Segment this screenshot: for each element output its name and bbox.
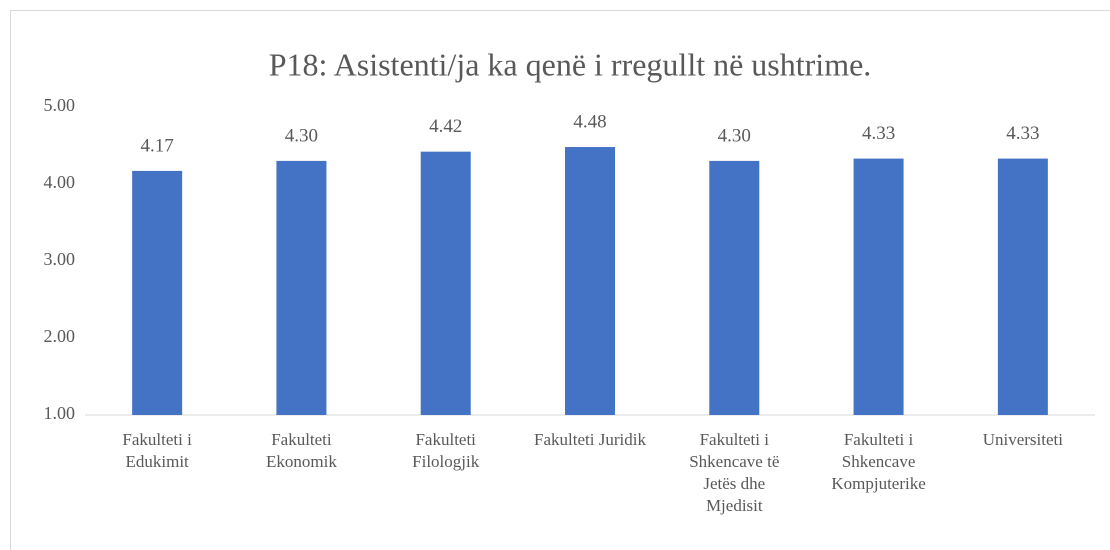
bar	[132, 170, 183, 415]
y-tick-label: 5.00	[44, 95, 76, 115]
value-label: 4.30	[285, 125, 318, 146]
bar	[276, 160, 327, 415]
y-tick-label: 1.00	[44, 403, 76, 423]
y-tick-label: 3.00	[44, 249, 76, 269]
x-tick-label: Fakulteti Ekonomik	[266, 430, 337, 471]
value-label: 4.17	[141, 135, 174, 156]
chart-title: P18: Asistenti/ja ka qenë i rregullt në …	[269, 46, 872, 82]
x-tick-label: Fakulteti i Shkencave të Jetës dhe Mjedi…	[689, 430, 780, 515]
y-tick-label: 4.00	[44, 172, 76, 192]
value-label: 4.33	[862, 123, 895, 144]
y-tick-label: 2.00	[44, 326, 76, 346]
x-tick-label: Fakulteti Filologjik	[412, 430, 480, 471]
value-label: 4.33	[1006, 123, 1039, 144]
value-label: 4.42	[429, 116, 462, 137]
bar	[853, 158, 904, 415]
value-label: 4.48	[573, 111, 606, 132]
x-tick-label: Fakulteti i Shkencave Kompjuterike	[831, 430, 926, 493]
bar	[709, 160, 760, 415]
x-tick-label: Universiteti	[982, 430, 1063, 449]
chart-border	[10, 10, 1110, 550]
bar	[565, 147, 615, 416]
bar	[420, 151, 471, 415]
value-label: 4.30	[718, 125, 751, 146]
bar	[997, 158, 1048, 415]
x-tick-label: Fakulteti Juridik	[534, 430, 646, 449]
x-tick-label: Fakulteti i Edukimit	[122, 430, 192, 471]
